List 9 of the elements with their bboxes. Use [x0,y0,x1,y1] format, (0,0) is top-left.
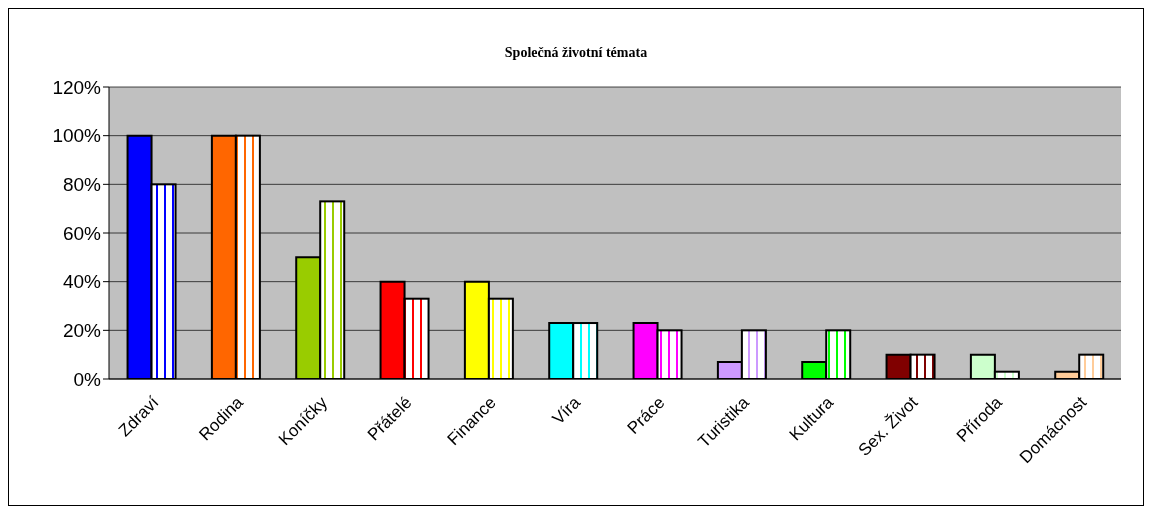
y-tick-label: 60% [62,222,102,244]
y-tick-label: 40% [62,271,102,293]
x-tick-label: Víra [548,392,585,429]
y-tick-label: 80% [62,174,102,196]
y-tick-label: 20% [62,320,102,342]
chart-title: Společná životní témata [503,45,649,61]
y-tick-label: 100% [52,125,102,147]
y-tick-label: 120% [52,76,102,98]
y-tick-label: 0% [73,368,102,390]
